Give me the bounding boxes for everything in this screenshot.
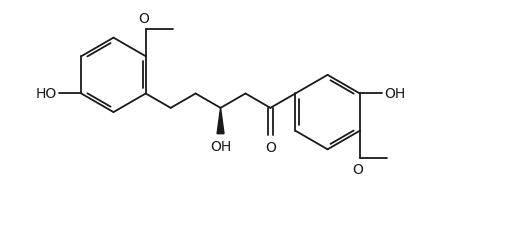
Text: O: O [352, 162, 363, 176]
Text: O: O [265, 140, 276, 154]
Text: O: O [138, 12, 148, 26]
Text: OH: OH [385, 87, 406, 101]
Text: OH: OH [210, 139, 231, 153]
Text: HO: HO [35, 87, 57, 101]
Polygon shape [217, 108, 224, 134]
